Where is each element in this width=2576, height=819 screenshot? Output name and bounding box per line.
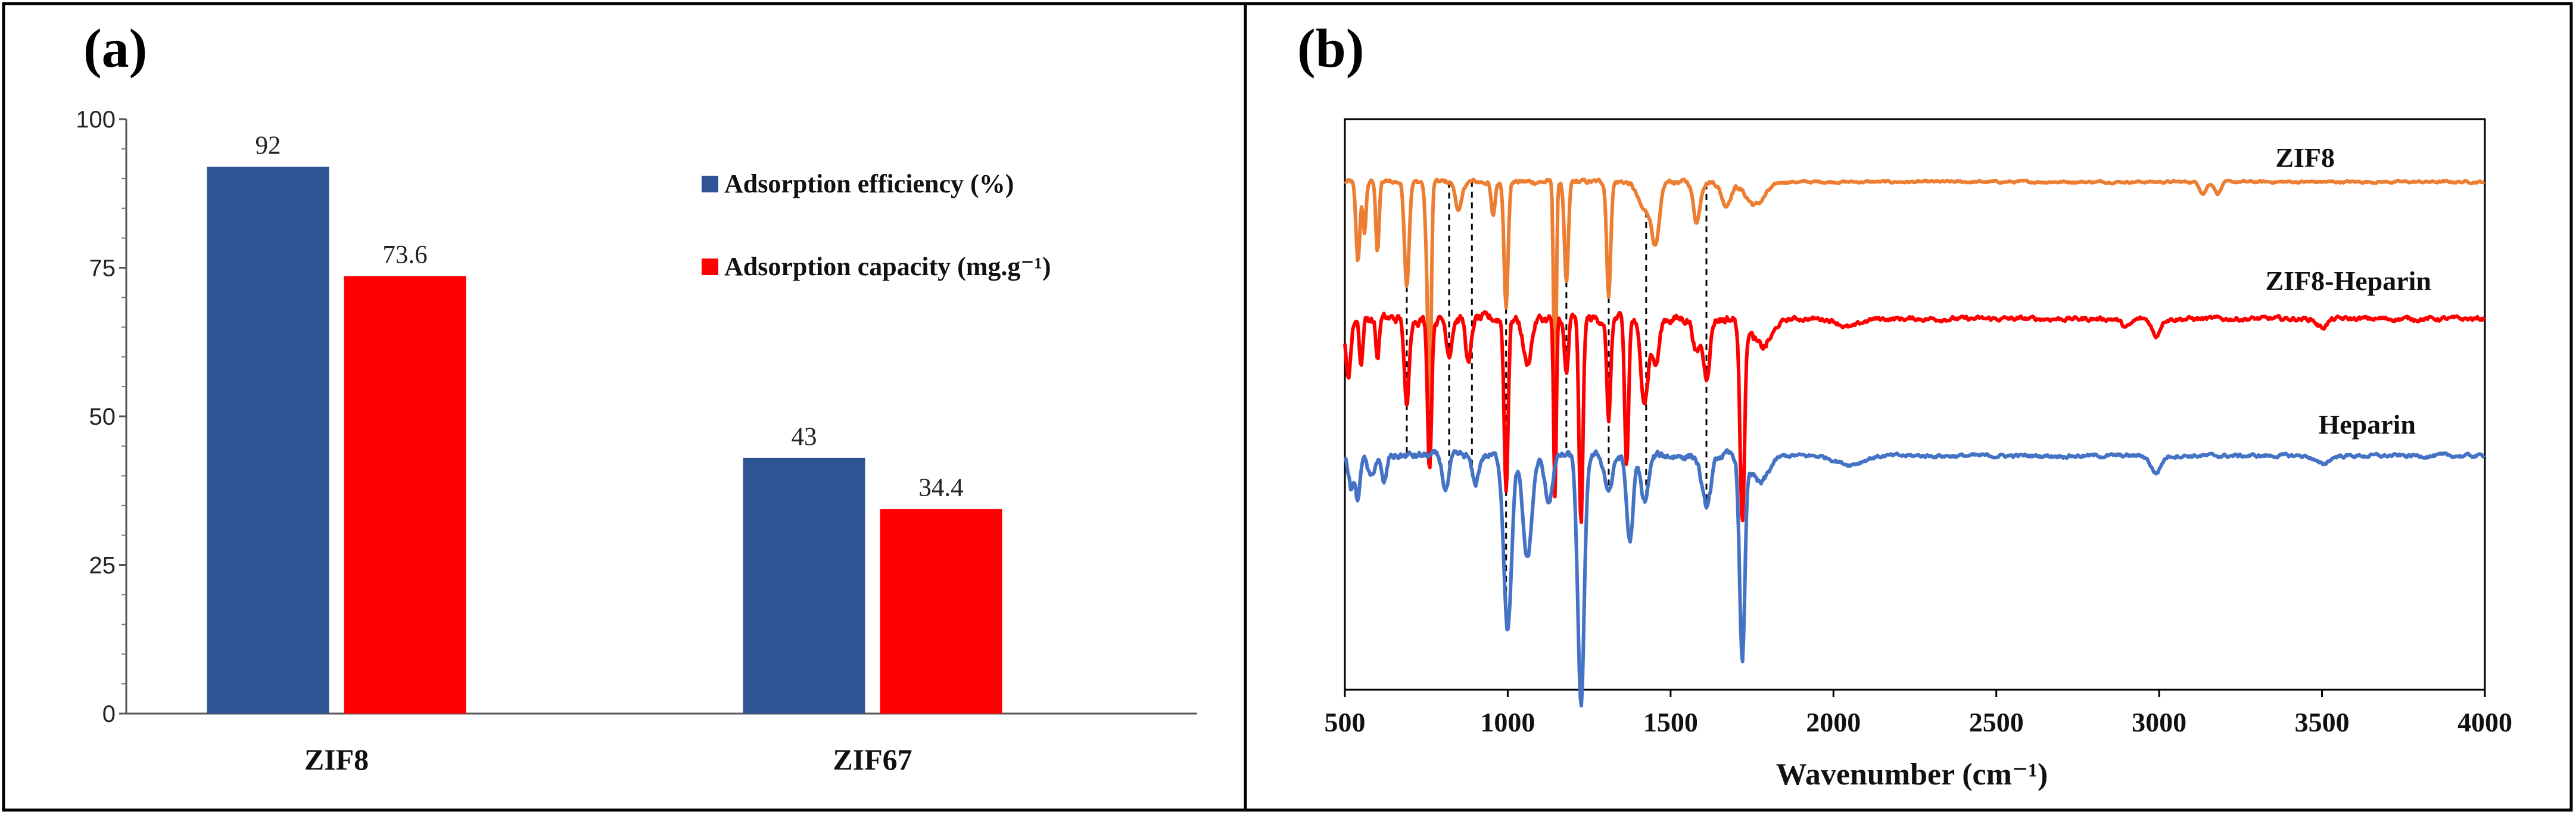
bar-data-labels: 92 73.6 43 34.4: [256, 132, 964, 502]
y-ticks-a: 0 25 50 75 100: [76, 107, 126, 727]
y-tick-label: 50: [89, 404, 116, 430]
bar-data-label: 34.4: [918, 474, 963, 502]
legend-swatch-efficiency: [702, 176, 718, 192]
series-label-zif8-heparin: ZIF8-Heparin: [2265, 266, 2431, 296]
y-tick-label: 75: [89, 256, 116, 282]
x-tick-label: 2500: [1969, 707, 2024, 737]
y-tick-label: 25: [89, 553, 116, 579]
panel-b-ftir-chart: (b) 500 1000 1500 2000 2500 3000 3500 4000 ZIF8…: [1297, 18, 2512, 792]
legend: Adsorption efficiency (%) Adsorption cap…: [702, 169, 1051, 281]
x-tick-label: 1500: [1643, 707, 1698, 737]
spectrum-zif8: [1344, 177, 2485, 412]
bar-data-label: 73.6: [382, 241, 427, 269]
category-label-zif8: ZIF8: [304, 743, 369, 776]
spectrum-heparin: [1344, 448, 2485, 708]
x-ticks-b: 500 1000 1500 2000 2500 3000 3500 4000: [1325, 690, 2512, 737]
bar-data-label: 92: [256, 132, 281, 160]
x-tick-label: 4000: [2457, 707, 2512, 737]
category-label-zif67: ZIF67: [833, 743, 912, 776]
panel-a-frame: [2, 2, 1247, 812]
bar-zif8-capacity: [344, 276, 466, 714]
spectrum-zif8-heparin: [1343, 310, 2486, 524]
series-label-zif8: ZIF8: [2275, 142, 2335, 173]
panel-a-bar-chart: (a) 0 25 50 75 100 92 73.6 43 34.4 ZIF8 ZIF67 A…: [76, 18, 1197, 776]
panel-b-frame: [1244, 2, 2573, 812]
legend-label-efficiency: Adsorption efficiency (%): [724, 169, 1014, 198]
x-tick-label: 1000: [1480, 707, 1535, 737]
x-tick-label: 3500: [2295, 707, 2350, 737]
y-tick-label: 100: [76, 107, 116, 133]
legend-swatch-capacity: [702, 259, 718, 275]
x-tick-label: 500: [1325, 707, 1366, 737]
bar-data-label: 43: [792, 423, 817, 451]
series-label-heparin: Heparin: [2318, 409, 2416, 440]
plot-area-b: [1344, 118, 2486, 691]
bar-zif8-efficiency: [207, 166, 329, 714]
legend-label-capacity: Adsorption capacity (mg.g⁻¹): [724, 252, 1051, 281]
x-tick-label: 3000: [2132, 707, 2186, 737]
bar-zif67-efficiency: [743, 457, 865, 714]
y-tick-label: 0: [102, 701, 116, 727]
spectra: [1343, 177, 2486, 708]
x-axis-title: Wavenumber (cm⁻¹): [1776, 758, 2048, 792]
bars: [207, 166, 1002, 714]
x-tick-label: 2000: [1806, 707, 1861, 737]
bar-zif67-capacity: [880, 509, 1002, 714]
panel-b-label: (b): [1297, 18, 1364, 79]
panel-a-label: (a): [83, 18, 147, 79]
